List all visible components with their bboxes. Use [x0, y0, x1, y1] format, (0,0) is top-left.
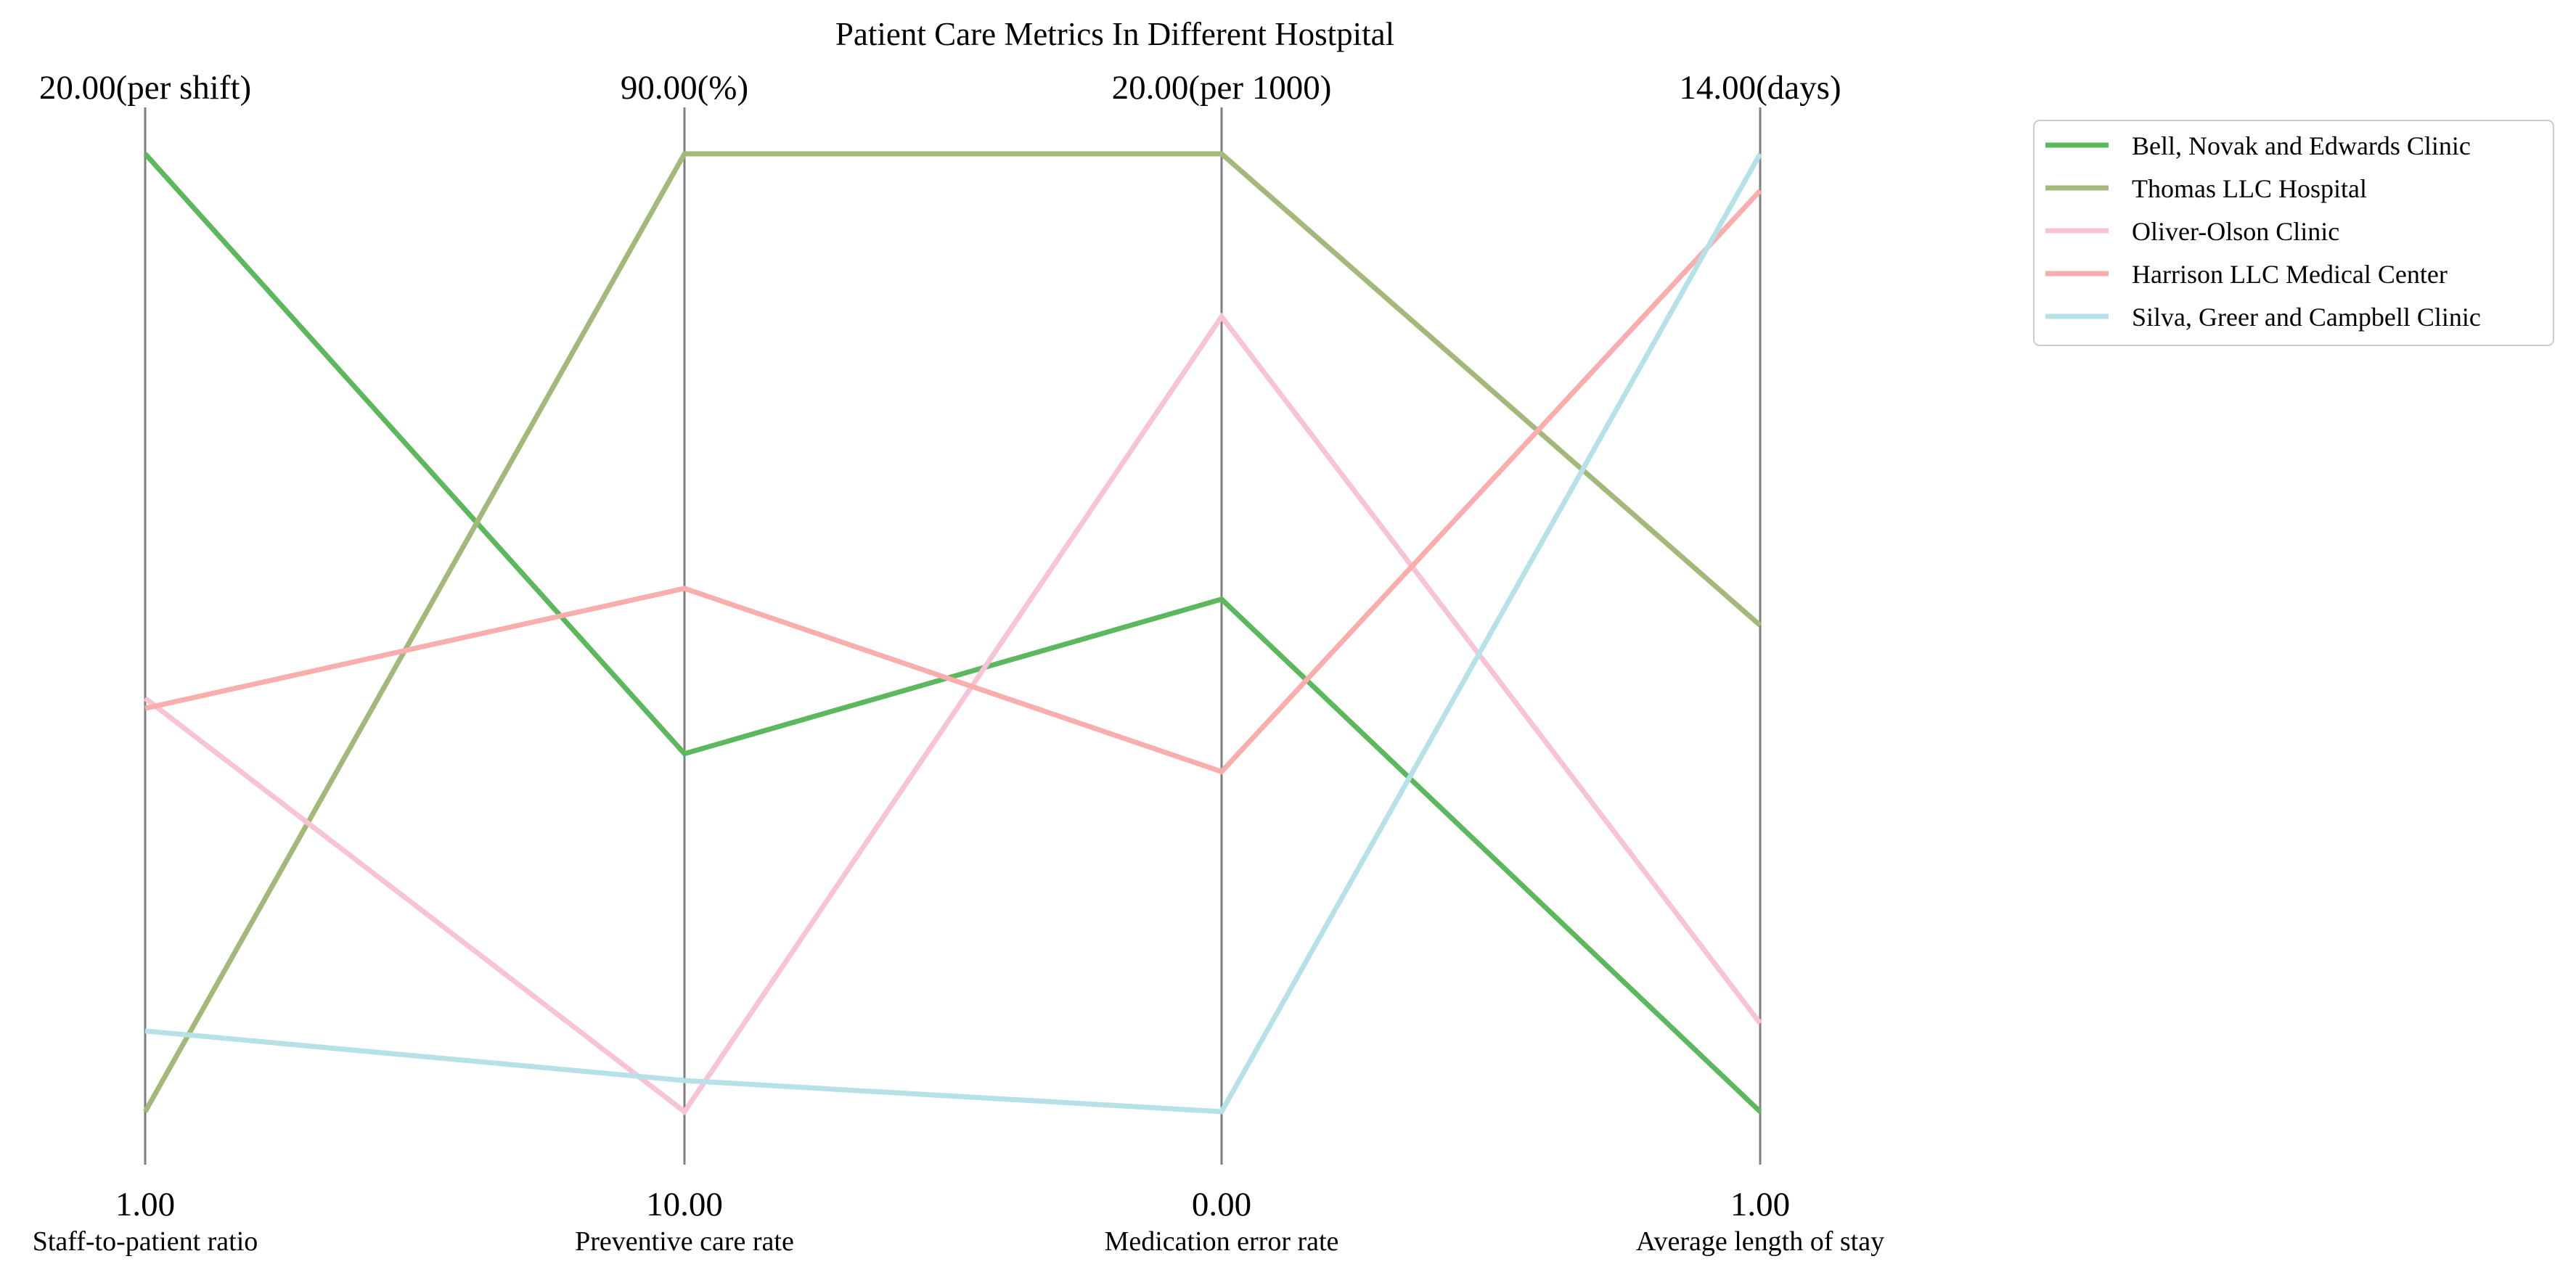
legend-frame: [2033, 120, 2554, 346]
axis-min-label-medication-error-rate: 0.00: [1192, 1186, 1251, 1223]
series-line-thomas-llc-hospital: [142, 151, 1762, 1113]
legend-label-silva-greer-and-campbell-clinic: Silva, Greer and Campbell Clinic: [2132, 303, 2481, 332]
legend-label-harrison-llc-medical-center: Harrison LLC Medical Center: [2132, 260, 2448, 289]
axis-min-label-preventive-care-rate: 10.00: [646, 1186, 723, 1223]
series-line-bell-novak-and-edwards-clinic: [143, 152, 1762, 1114]
series-line-silva-greer-and-campbell-clinic: [144, 152, 1763, 1115]
axis-min-label-average-length-of-stay: 1.00: [1730, 1186, 1790, 1223]
legend: Bell, Novak and Edwards Clinic Thomas LLC…: [2033, 120, 2554, 346]
axis-name-staff-to-patient-ratio: Staff-to-patient ratio: [33, 1226, 258, 1257]
axis-max-label-preventive-care-rate: 90.00(%): [621, 69, 748, 107]
axis-name-preventive-care-rate: Preventive care rate: [575, 1226, 794, 1257]
axis-min-label-staff-to-patient-ratio: 1.00: [115, 1186, 175, 1223]
axis-max-label-medication-error-rate: 20.00(per 1000): [1112, 69, 1332, 107]
chart-title: Patient Care Metrics In Different Hostpi…: [835, 16, 1394, 52]
axis-max-label-staff-to-patient-ratio: 20.00(per shift): [39, 69, 251, 107]
legend-label-bell-novak-and-edwards-clinic: Bell, Novak and Edwards Clinic: [2132, 131, 2471, 160]
legend-items: Bell, Novak and Edwards Clinic Thomas LLC…: [2045, 131, 2481, 332]
axis-max-label-average-length-of-stay: 14.00(days): [1679, 69, 1841, 107]
series-line-harrison-llc-medical-center: [144, 189, 1762, 775]
series-lines: [142, 151, 1763, 1116]
legend-label-oliver-olson-clinic: Oliver-Olson Clinic: [2132, 217, 2339, 246]
series-line-oliver-olson-clinic: [143, 312, 1762, 1116]
legend-label-thomas-llc-hospital: Thomas LLC Hospital: [2132, 174, 2367, 203]
axis-name-average-length-of-stay: Average length of stay: [1636, 1226, 1884, 1257]
axis-name-medication-error-rate: Medication error rate: [1105, 1226, 1339, 1257]
